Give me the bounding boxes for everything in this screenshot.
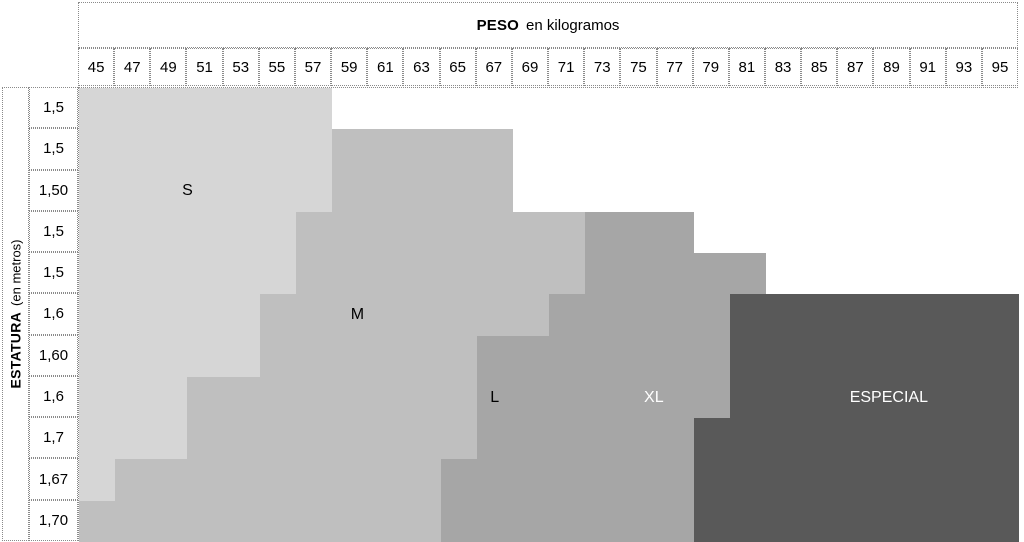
weight-tick-51: 51 (186, 48, 223, 86)
zone-cell-l (549, 294, 730, 336)
height-tick-row-8: 1,7 (29, 417, 78, 459)
height-tick-row-10: 1,70 (29, 499, 78, 541)
weight-tick-89: 89 (873, 48, 910, 86)
zone-row (79, 253, 1019, 295)
zone-row (79, 500, 1019, 542)
size-zone-plot: S M L XL ESPECIAL (78, 87, 1019, 542)
zone-cell-especial (729, 376, 1019, 419)
zone-cell-none (512, 129, 1019, 171)
zone-cell-s (79, 88, 333, 130)
zone-row (79, 459, 1019, 501)
weight-tick-69: 69 (511, 48, 549, 86)
height-tick-row-0: 1,5 (29, 87, 78, 129)
weight-tick-87: 87 (837, 48, 874, 86)
weight-tick-63: 63 (403, 48, 440, 86)
height-tick-row-1: 1,5 (29, 128, 78, 170)
zone-cell-especial (729, 294, 1019, 336)
zone-cell-s (79, 129, 333, 171)
weight-tick-79: 79 (692, 48, 729, 86)
zone-cell-especial (693, 500, 1019, 542)
weight-tick-73: 73 (584, 48, 621, 86)
weight-tick-67: 67 (475, 48, 512, 86)
zone-cell-m (79, 500, 441, 542)
zone-cell-none (693, 211, 1019, 254)
height-axis-column: 1,5 1,5 1,50 1,5 1,5 1,6 1,60 1,6 1,7 1,67 1,70 (29, 87, 78, 541)
zone-cell-none (512, 170, 1019, 212)
weight-tick-75: 75 (620, 48, 657, 86)
zone-cell-especial (693, 418, 1019, 460)
weight-tick-53: 53 (222, 48, 259, 86)
zone-cell-l (440, 500, 694, 542)
height-tick-row-2: 1,50 (29, 169, 78, 211)
weight-tick-59: 59 (331, 48, 368, 86)
weight-tick-85: 85 (801, 48, 838, 86)
zone-cell-l (585, 211, 694, 254)
height-tick-row-4: 1,5 (29, 252, 78, 294)
zone-cell-m (295, 253, 586, 295)
height-tick-row-9: 1,67 (29, 458, 78, 500)
weight-tick-95: 95 (981, 48, 1019, 86)
zone-row (79, 88, 1019, 130)
zone-cell-m (259, 294, 549, 336)
zone-row (79, 170, 1019, 212)
zone-cell-l (585, 253, 766, 295)
peso-title-strong: PESO (476, 16, 520, 34)
zone-cell-none (765, 253, 1019, 295)
zone-cell-l (476, 335, 730, 377)
peso-axis-title: PESO en kilogramos (78, 2, 1018, 48)
zone-cell-l (440, 459, 694, 501)
weight-tick-77: 77 (656, 48, 693, 86)
zone-cell-l (476, 418, 694, 460)
zone-row (79, 211, 1019, 254)
weight-tick-57: 57 (294, 48, 332, 86)
zone-cell-m (332, 170, 513, 212)
height-tick-row-7: 1,6 (29, 375, 78, 418)
zone-cell-s (79, 418, 188, 460)
weight-tick-65: 65 (439, 48, 476, 86)
weight-tick-83: 83 (764, 48, 802, 86)
estatura-axis-title: ESTATURA (en metros) (2, 87, 29, 541)
weight-tick-61: 61 (367, 48, 404, 86)
zone-cell-especial (729, 335, 1019, 377)
zone-cell-none (332, 88, 1019, 130)
weight-axis-header: 45 47 49 51 53 55 57 59 61 63 65 67 69 71 73 75 77 79 81 83… (78, 48, 1019, 86)
zone-cell-m (187, 376, 477, 419)
zone-row (79, 294, 1019, 336)
weight-tick-55: 55 (258, 48, 295, 86)
zone-cell-m (259, 335, 477, 377)
weight-tick-45: 45 (78, 48, 115, 86)
estatura-title-strong: ESTATURA (7, 311, 24, 389)
peso-title-light: en kilogramos (526, 16, 620, 34)
height-tick-row-6: 1,60 (29, 334, 78, 376)
weight-tick-49: 49 (150, 48, 187, 86)
zone-cell-s (79, 376, 188, 419)
zone-cell-m (295, 211, 586, 254)
zone-row (79, 129, 1019, 171)
weight-tick-93: 93 (945, 48, 982, 86)
height-tick-row-5: 1,6 (29, 293, 78, 335)
weight-tick-91: 91 (909, 48, 946, 86)
estatura-title-light: (en metros) (8, 239, 24, 306)
zone-cell-s (79, 170, 333, 212)
weight-tick-47: 47 (114, 48, 151, 86)
weight-tick-81: 81 (728, 48, 765, 86)
zone-cell-s (79, 459, 116, 501)
zone-row (79, 376, 1019, 419)
zone-cell-m (187, 418, 477, 460)
zone-cell-m (332, 129, 513, 171)
zone-cell-s (79, 294, 260, 336)
zone-row (79, 335, 1019, 377)
zone-row (79, 418, 1019, 460)
weight-tick-71: 71 (548, 48, 585, 86)
zone-cell-l (476, 376, 730, 419)
zone-cell-especial (693, 459, 1019, 501)
zone-cell-s (79, 253, 296, 295)
zone-cell-s (79, 211, 296, 254)
height-tick-row-3: 1,5 (29, 210, 78, 253)
zone-cell-s (79, 335, 260, 377)
zone-cell-m (115, 459, 441, 501)
